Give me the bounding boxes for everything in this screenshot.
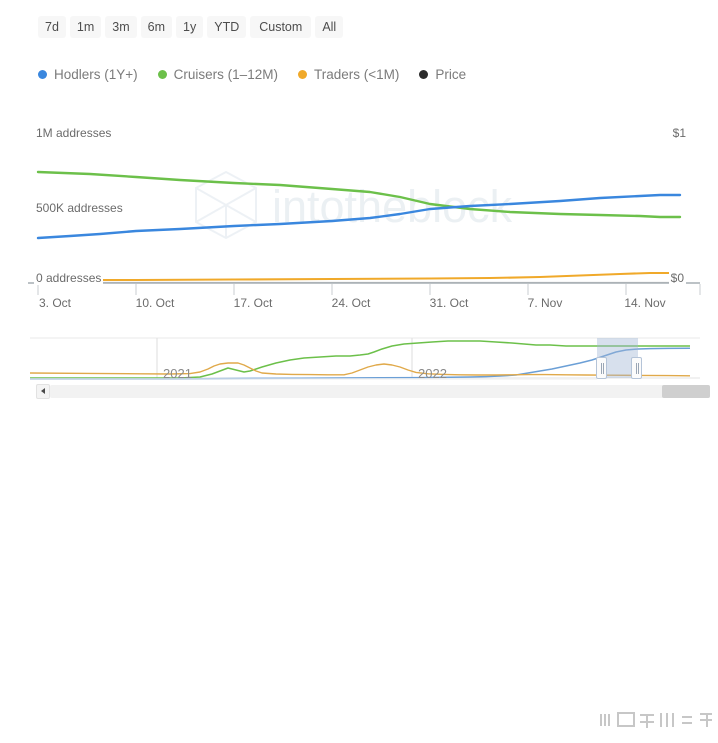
chart-page: 7d 1m 3m 6m 1y YTD Custom All Hodlers (1… [0,15,718,728]
chart-navigator[interactable]: 2021 2022 [0,330,718,728]
x-axis-labels: 3. Oct 10. Oct 17. Oct 24. Oct 31. Oct 7… [0,296,718,314]
range-button-3m[interactable]: 3m [105,16,137,38]
range-button-6m[interactable]: 6m [140,16,173,38]
legend-dot-icon [419,69,429,79]
legend-label-hodlers: Hodlers (1Y+) [54,66,138,82]
x-label-17-oct: 17. Oct [233,296,273,310]
corner-site-stamp [600,712,712,728]
intotheblock-cube-logo-icon [195,170,257,240]
legend-label-price: Price [435,66,467,82]
navigator-scrollbar-track[interactable] [50,385,710,398]
y2-axis-label-0-dollar: $0 [668,271,686,285]
time-range-selector: 7d 1m 3m 6m 1y YTD Custom All [38,15,344,39]
range-button-all[interactable]: All [315,16,344,38]
series-line-hodlers [36,193,682,240]
range-button-1m[interactable]: 1m [69,16,102,38]
legend-item-hodlers[interactable]: Hodlers (1Y+) [38,67,138,82]
legend-item-price[interactable]: Price [419,67,466,82]
x-label-14-nov: 14. Nov [624,296,666,310]
navigator-line-traders [29,362,691,377]
range-button-7d[interactable]: 7d [38,16,66,38]
range-button-1y[interactable]: 1y [176,16,204,38]
legend-dot-icon [297,69,307,79]
series-line-cruisers [36,170,682,219]
navigator-handle-left-icon[interactable] [596,357,607,379]
chart-legend: Hodlers (1Y+) Cruisers (1–12M) Traders (… [38,63,486,85]
series-line-traders [36,271,682,282]
y-axis-label-0: 0 addresses [34,271,104,285]
legend-item-cruisers[interactable]: Cruisers (1–12M) [157,66,278,82]
navigator-handle-right-icon[interactable] [631,357,642,379]
main-chart-plot-area[interactable]: intotheblock 1M [0,110,718,305]
chart-series-svg: intotheblock [28,170,701,295]
legend-dot-icon [38,69,47,79]
legend-label-cruisers: Cruisers (1–12M) [173,66,278,82]
scroll-left-arrow-icon[interactable] [36,384,50,399]
x-label-10-oct: 10. Oct [135,296,175,310]
y2-axis-label-1-dollar: $1 [670,126,688,140]
navigator-line-cruisers [30,340,690,379]
range-button-custom[interactable]: Custom [250,16,312,38]
legend-item-traders[interactable]: Traders (<1M) [297,66,400,82]
navigator-scrollbar-thumb[interactable] [662,385,710,398]
x-label-3-oct: 3. Oct [38,296,72,310]
navigator-year-label-2022: 2022 [418,366,447,381]
navigator-series-svg [29,337,700,380]
x-label-7-nov: 7. Nov [527,296,563,310]
range-button-ytd[interactable]: YTD [207,16,247,38]
navigator-year-label-2021: 2021 [163,366,192,381]
x-axis-ticks [37,284,701,295]
x-label-24-oct: 24. Oct [331,296,371,310]
legend-label-traders: Traders (<1M) [313,66,400,82]
y-axis-label-1m: 1M addresses [34,126,114,140]
x-label-31-oct: 31. Oct [429,296,469,310]
y-axis-label-500k: 500K addresses [34,201,125,215]
legend-dot-icon [157,69,167,79]
